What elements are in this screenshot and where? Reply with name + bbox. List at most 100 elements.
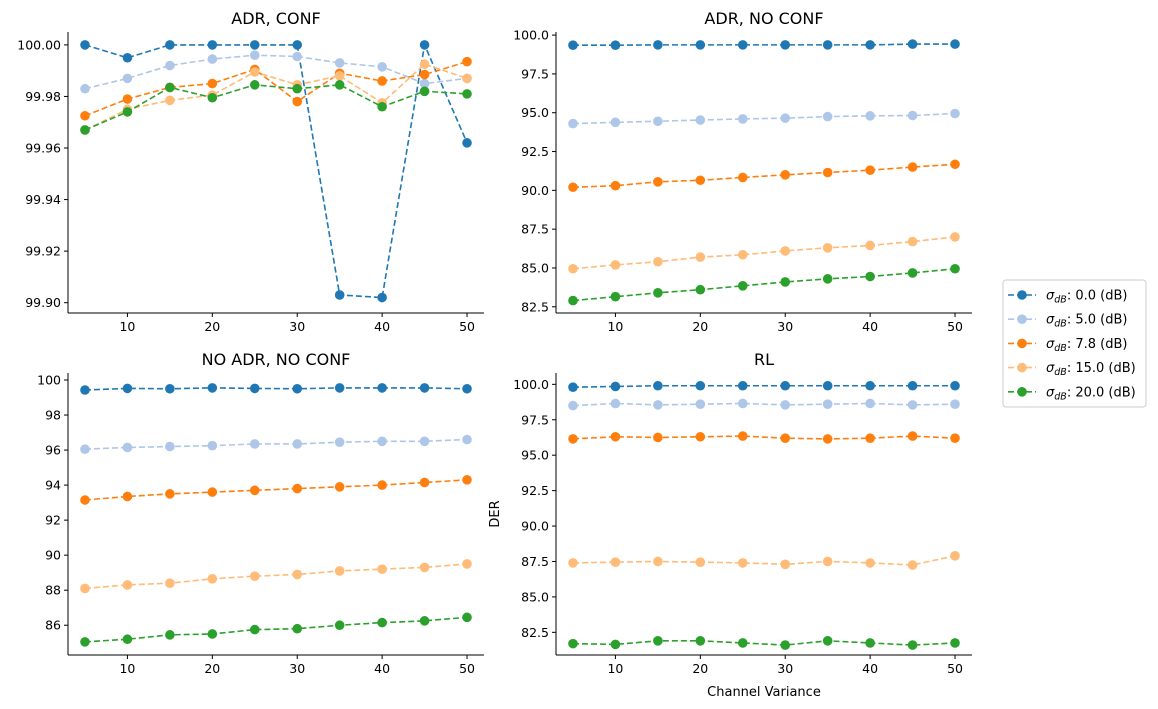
data-point [334, 383, 345, 393]
x-tick-label: 10 [607, 319, 623, 334]
y-tick-label: 97.5 [521, 66, 549, 81]
subplot-1: ADR, CONF 10 20 30 40 50 99.90 99.92 99.94 99.96 9… [17, 9, 484, 334]
x-tick-label: 40 [862, 661, 878, 676]
data-point [950, 232, 960, 242]
data-point [249, 624, 260, 635]
series-3 [80, 56, 472, 121]
legend-label: σdB: 15.0 (dB) [1046, 361, 1136, 378]
data-point [822, 399, 833, 409]
series-3 [568, 431, 960, 444]
series-line [572, 640, 956, 646]
legend-label-symbol: σ [1046, 313, 1055, 328]
data-point [865, 271, 875, 282]
legend-label: σdB: 5.0 (dB) [1046, 313, 1127, 330]
data-point [822, 556, 833, 567]
data-point [568, 182, 578, 193]
data-point [122, 491, 133, 502]
legend-item: σdB: 15.0 (dB) [1008, 361, 1136, 378]
data-point [865, 398, 875, 409]
data-point [292, 569, 303, 580]
data-point [950, 263, 960, 274]
data-point [865, 380, 875, 391]
data-point [292, 483, 303, 494]
data-point [907, 380, 918, 391]
legend-label-subscript: dB [1054, 319, 1067, 330]
subplot-2: ADR, NO CONF 10 20 30 40 50 82.5 85.0 87.5 90.0 92… [513, 9, 972, 334]
series-2 [80, 50, 472, 94]
data-point [950, 433, 960, 443]
data-point [907, 431, 918, 441]
data-point [695, 636, 706, 646]
data-point [122, 107, 133, 117]
legend-label-symbol: σ [1046, 385, 1055, 400]
data-point [907, 162, 918, 172]
y-tick-label: 100.0 [513, 28, 549, 43]
data-point [334, 437, 345, 447]
x-tick-label: 10 [119, 319, 135, 334]
data-point [377, 480, 387, 490]
y-tick-label: 100 [37, 373, 61, 388]
data-point [822, 242, 833, 253]
data-point [334, 482, 345, 492]
series-line [572, 43, 956, 46]
series-line [84, 438, 468, 450]
x-tick-label: 10 [607, 661, 623, 676]
legend-marker [1017, 314, 1027, 325]
data-point [334, 71, 345, 81]
data-point [695, 252, 706, 262]
x-tick-label: 20 [692, 661, 708, 676]
data-point [865, 111, 875, 121]
data-point [249, 485, 260, 496]
y-tick-label: 85.0 [521, 260, 549, 275]
data-point [822, 636, 833, 646]
data-point [80, 125, 90, 135]
legend-label-value: : 5.0 (dB) [1067, 313, 1128, 328]
data-point [462, 475, 472, 485]
y-tick-label: 92 [45, 513, 61, 528]
series-3 [568, 159, 960, 193]
data-point [865, 638, 875, 648]
data-point [950, 551, 960, 561]
data-point [80, 583, 90, 594]
data-point [737, 172, 748, 183]
data-point [207, 440, 218, 451]
legend-label-subscript: dB [1054, 391, 1067, 402]
data-point [122, 94, 133, 104]
data-point [780, 380, 791, 391]
data-point [822, 167, 833, 178]
data-point [822, 40, 833, 50]
data-point [737, 40, 748, 50]
data-point [737, 638, 748, 648]
data-point [249, 439, 260, 449]
y-tick-label: 97.5 [521, 412, 549, 427]
y-tick-label: 94 [45, 478, 61, 493]
y-tick-label: 99.98 [25, 89, 61, 104]
x-axis-label: Channel Variance [707, 685, 821, 700]
y-tick-label: 82.5 [521, 299, 549, 314]
data-point [737, 398, 748, 409]
data-point [907, 640, 918, 650]
series-2 [80, 434, 472, 454]
data-point [165, 383, 175, 394]
x-tick-label: 30 [777, 661, 793, 676]
series-line [572, 555, 956, 566]
data-point [462, 138, 472, 148]
legend-label-value: : 20.0 (dB) [1067, 385, 1136, 400]
data-point [80, 495, 90, 505]
legend-item: σdB: 7.8 (dB) [1008, 337, 1127, 354]
y-tick-label: 99.92 [25, 244, 61, 259]
subplot-title: ADR, CONF [231, 9, 321, 28]
data-point [122, 73, 133, 84]
data-point [907, 268, 918, 278]
data-point [207, 629, 218, 639]
data-point [419, 436, 430, 447]
series-line [572, 402, 956, 407]
data-point [653, 256, 663, 267]
data-point [165, 60, 175, 71]
data-point [462, 434, 472, 445]
data-point [292, 96, 303, 107]
y-tick-label: 87.5 [521, 554, 549, 569]
data-point [122, 442, 133, 453]
data-point [610, 398, 621, 409]
y-tick-label: 95.0 [521, 448, 549, 463]
